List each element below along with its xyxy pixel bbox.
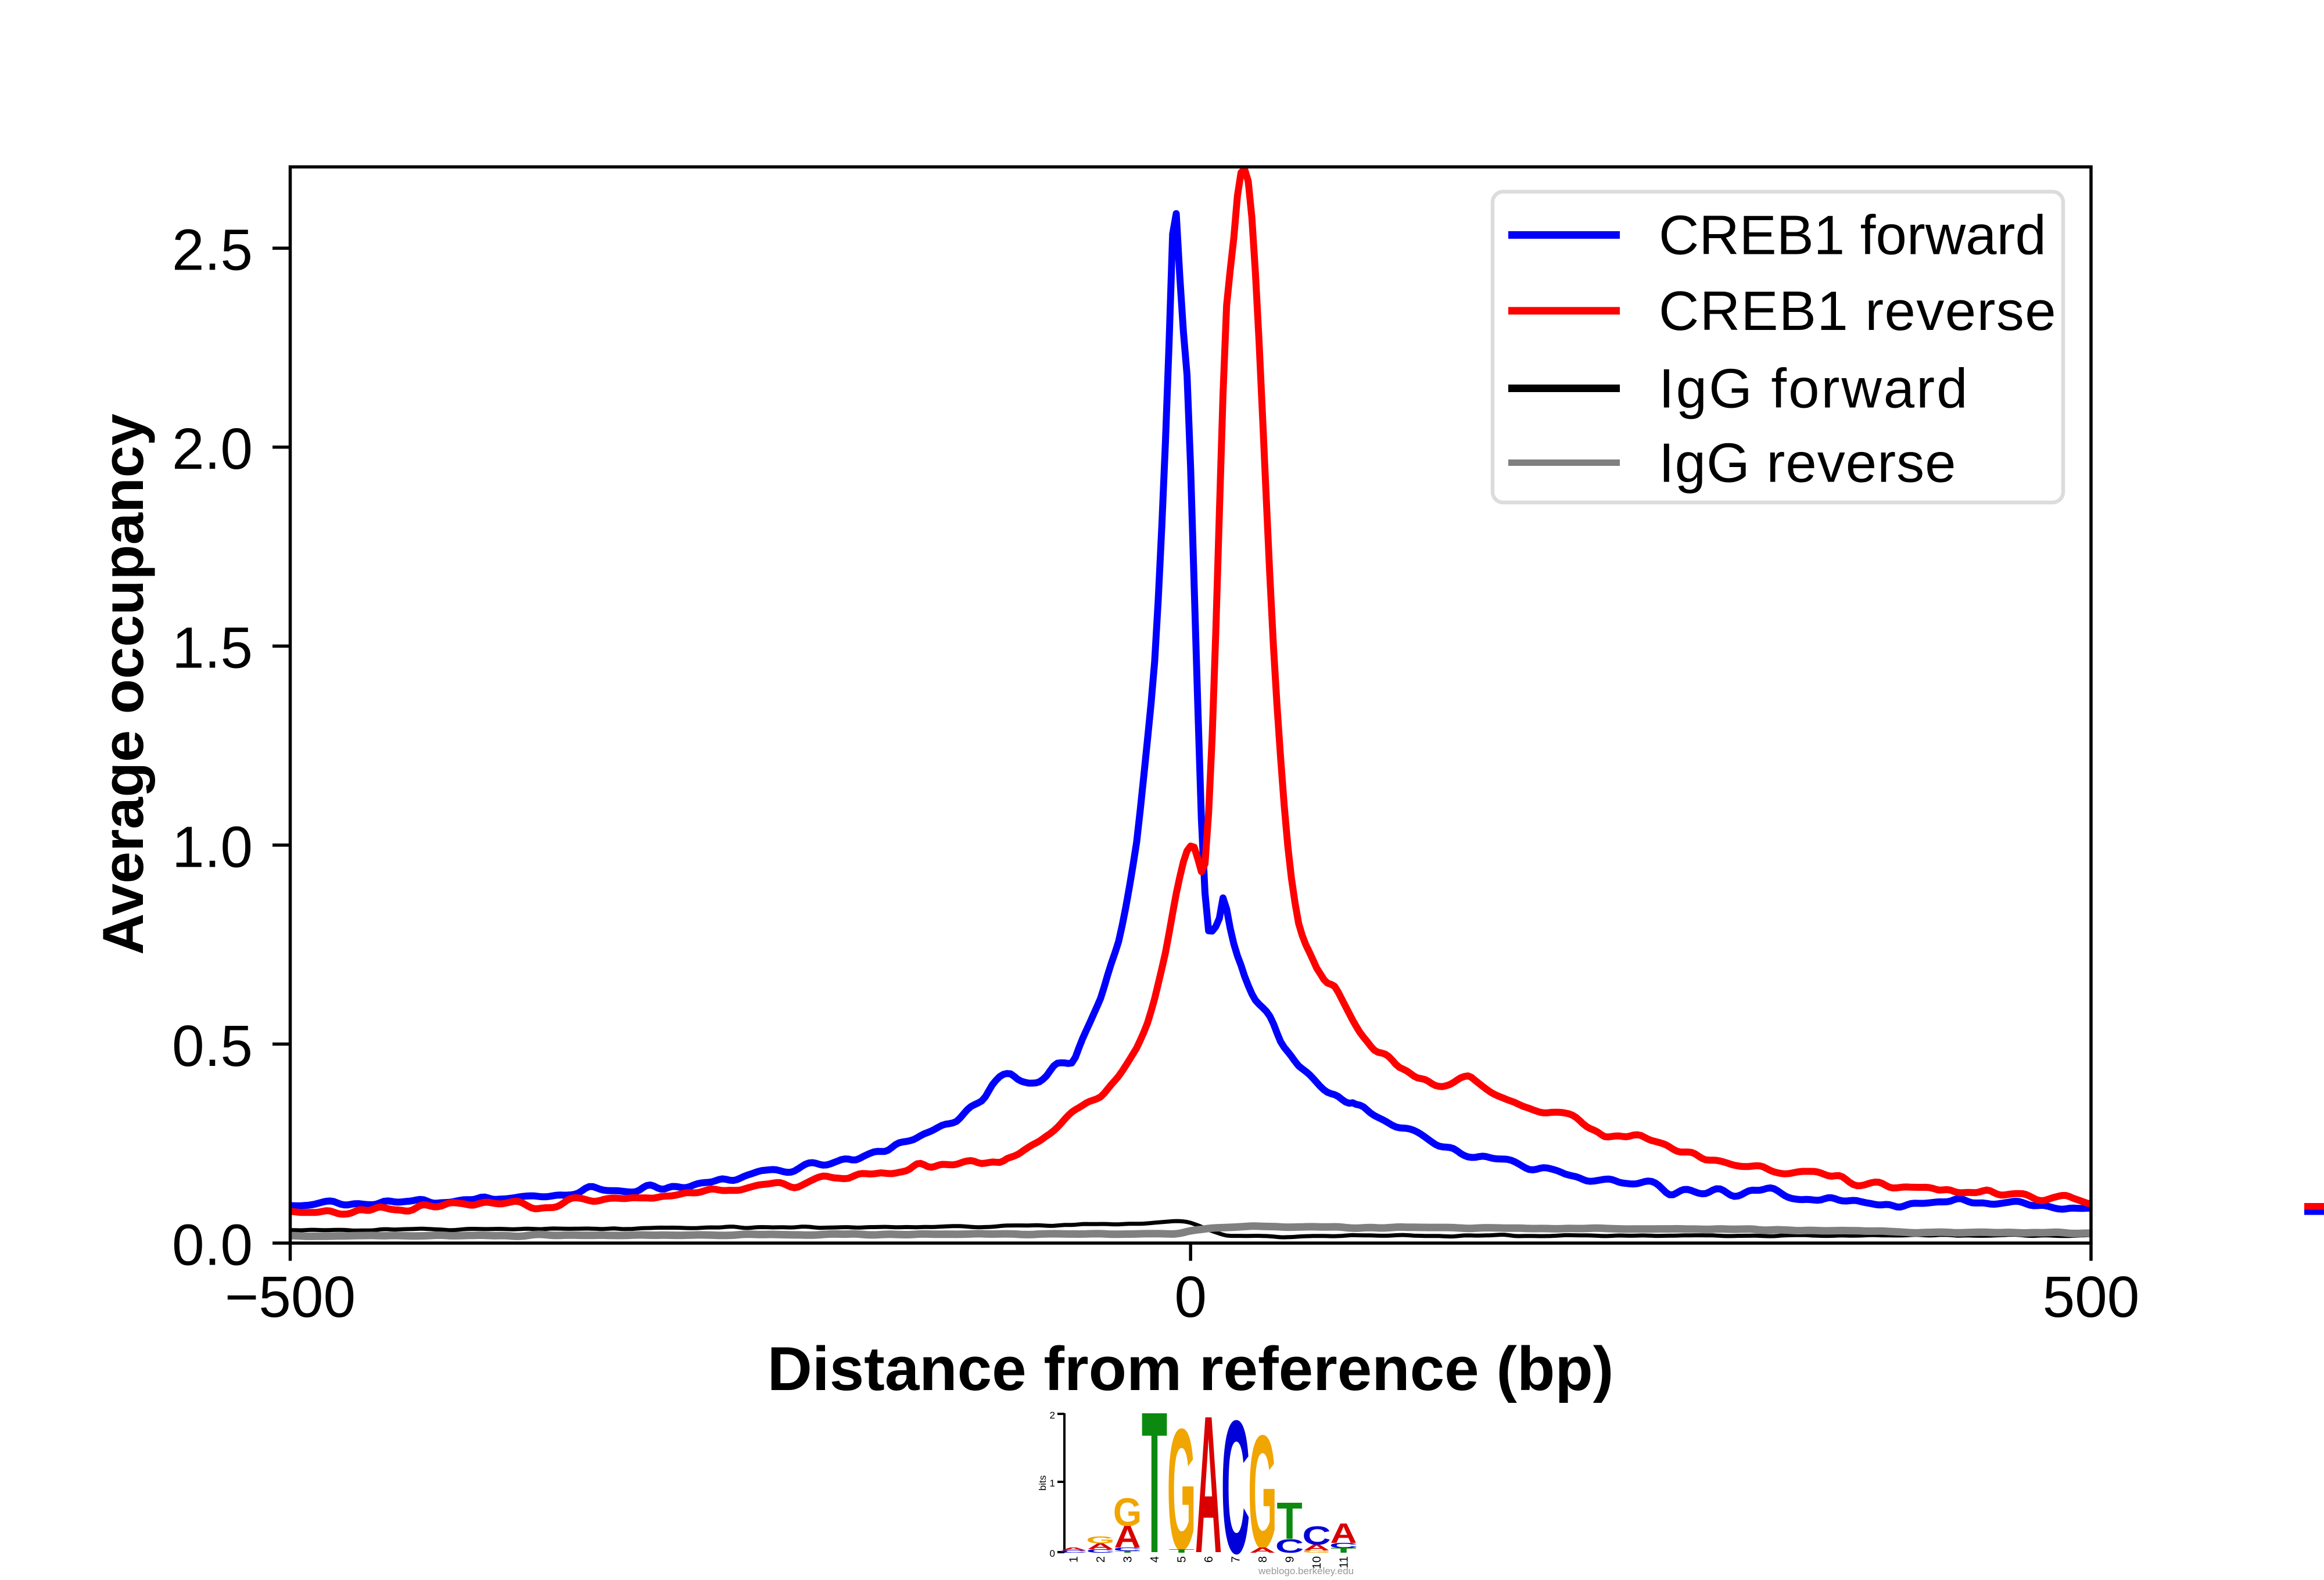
svg-text:CREB1 reverse: CREB1 reverse — [1659, 280, 2057, 342]
svg-text:T: T — [1330, 1547, 1357, 1554]
svg-text:C: C — [1086, 1548, 1114, 1554]
svg-text:2.5: 2.5 — [172, 218, 253, 283]
svg-text:T: T — [1276, 1492, 1302, 1550]
svg-text:1.0: 1.0 — [172, 814, 253, 879]
svg-text:IgG forward: IgG forward — [1659, 358, 1970, 420]
svg-text:2.0: 2.0 — [172, 416, 253, 482]
svg-text:A: A — [1087, 1542, 1114, 1551]
svg-text:G: G — [1086, 1534, 1114, 1545]
svg-text:G: G — [1167, 1392, 1196, 1577]
svg-text:T: T — [1114, 1550, 1140, 1553]
svg-text:1: 1 — [1068, 1556, 1081, 1563]
svg-text:3: 3 — [1122, 1556, 1135, 1563]
svg-text:CREB1 forward: CREB1 forward — [1659, 204, 2046, 267]
svg-text:4: 4 — [1149, 1556, 1161, 1563]
svg-text:Average occupancy: Average occupancy — [91, 414, 155, 955]
svg-text:500: 500 — [2043, 1265, 2140, 1330]
svg-text:0: 0 — [1050, 1548, 1055, 1559]
svg-text:G: G — [1248, 1402, 1276, 1577]
svg-text:weblogo.berkeley.edu: weblogo.berkeley.edu — [1258, 1565, 1354, 1577]
svg-text:C: C — [1113, 1546, 1142, 1552]
svg-text:A: A — [1330, 1517, 1357, 1549]
svg-text:C: C — [1302, 1521, 1330, 1550]
svg-text:G: G — [1113, 1490, 1142, 1535]
svg-text:T: T — [1168, 1548, 1195, 1554]
svg-text:5: 5 — [1176, 1556, 1189, 1563]
svg-text:T: T — [1142, 1370, 1167, 1577]
svg-text:G: G — [1302, 1550, 1330, 1554]
svg-text:bits: bits — [1037, 1475, 1048, 1491]
svg-text:1: 1 — [1050, 1478, 1055, 1489]
svg-text:6: 6 — [1203, 1556, 1215, 1563]
svg-text:C: C — [1221, 1381, 1250, 1577]
svg-text:11: 11 — [1338, 1556, 1351, 1568]
svg-text:A: A — [1060, 1546, 1087, 1551]
svg-text:A: A — [1114, 1520, 1141, 1554]
svg-text:7: 7 — [1230, 1556, 1243, 1563]
svg-text:−500: −500 — [225, 1265, 356, 1330]
svg-text:2: 2 — [1095, 1556, 1107, 1563]
svg-text:A: A — [1303, 1543, 1330, 1552]
svg-text:2: 2 — [1050, 1410, 1055, 1421]
svg-text:9: 9 — [1284, 1556, 1297, 1563]
svg-text:1.5: 1.5 — [172, 616, 253, 681]
svg-text:C: C — [1275, 1535, 1304, 1557]
svg-text:C: C — [1329, 1542, 1358, 1550]
svg-text:A: A — [1249, 1546, 1276, 1554]
svg-text:Distance from reference (bp): Distance from reference (bp) — [768, 1334, 1614, 1403]
svg-text:0.5: 0.5 — [172, 1014, 253, 1079]
svg-text:0.0: 0.0 — [172, 1212, 253, 1277]
svg-text:10: 10 — [1311, 1556, 1324, 1569]
svg-text:0: 0 — [1174, 1265, 1207, 1330]
svg-text:C: C — [1059, 1550, 1088, 1553]
svg-text:IgG reverse: IgG reverse — [1659, 432, 1957, 494]
svg-text:8: 8 — [1257, 1556, 1269, 1563]
svg-text:A: A — [1195, 1376, 1222, 1577]
